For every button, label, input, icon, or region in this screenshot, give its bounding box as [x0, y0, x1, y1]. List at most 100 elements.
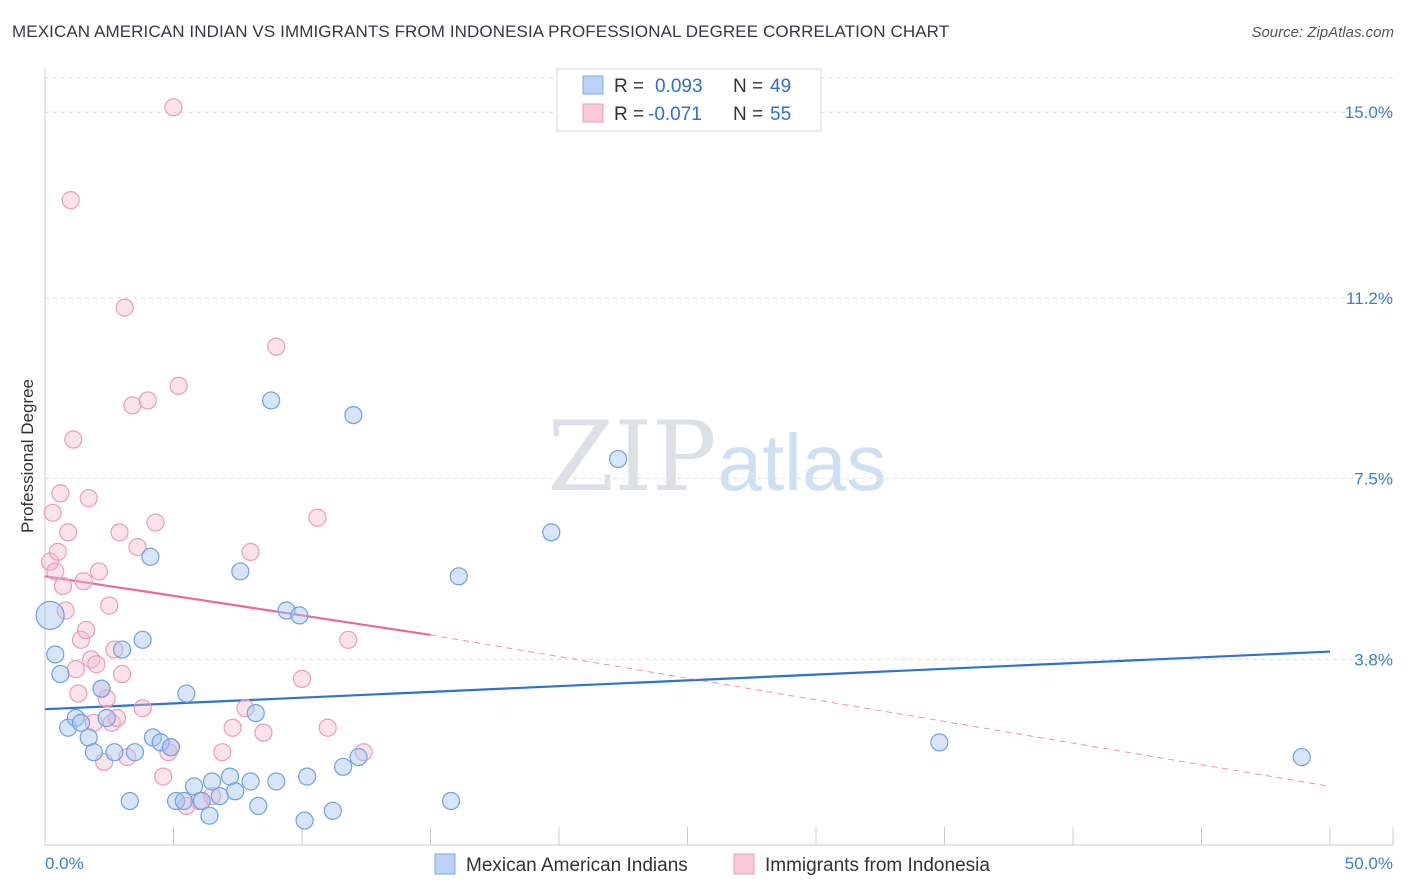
x-tick-labels: 0.0% 50.0% [45, 854, 1393, 873]
point-mexican-american-indians [262, 391, 281, 410]
y-axis-label: Professional Degree [18, 379, 37, 533]
point-mexican-american-indians [46, 645, 65, 664]
point-mexican-american-indians [267, 772, 286, 791]
point-immigrants-indonesia [123, 396, 142, 415]
trendline-pink [44, 575, 431, 637]
point-mexican-american-indians [166, 791, 186, 811]
point-immigrants-indonesia [89, 562, 109, 581]
point-immigrants-indonesia [339, 630, 358, 649]
point-immigrants-indonesia [292, 669, 312, 688]
trendline-blue [44, 650, 1331, 711]
legend-r-label-2: R = [614, 104, 644, 125]
point-immigrants-indonesia [267, 337, 286, 356]
point-mexican-american-indians [290, 606, 309, 625]
point-immigrants-indonesia [97, 689, 116, 708]
point-mexican-american-indians [184, 777, 204, 796]
point-mexican-american-indians [71, 713, 91, 732]
point-mexican-american-indians [449, 567, 468, 586]
point-mexican-american-indians [125, 743, 145, 762]
point-immigrants-indonesia [53, 576, 73, 596]
y-tick-label: 7.5% [1354, 470, 1393, 489]
bottom-legend-swatch-pink[interactable] [733, 853, 755, 875]
point-mexican-american-indians [349, 747, 368, 767]
point-mexican-american-indians [84, 743, 103, 762]
point-immigrants-indonesia [236, 699, 255, 718]
point-immigrants-indonesia [169, 376, 188, 395]
point-immigrants-indonesia [66, 660, 85, 679]
point-mexican-american-indians [192, 791, 211, 811]
point-immigrants-indonesia [223, 718, 242, 737]
point-immigrants-indonesia [202, 787, 222, 806]
point-immigrants-indonesia [133, 699, 152, 718]
point-immigrants-indonesia [110, 523, 129, 542]
watermark-zip: ZIP [547, 401, 716, 513]
legend-n-label-2: N = [733, 104, 763, 125]
point-mexican-american-indians [226, 782, 245, 801]
bottom-legend-label-pink[interactable]: Immigrants from Indonesia [765, 855, 990, 876]
data-points [35, 98, 1311, 830]
point-immigrants-indonesia [146, 513, 165, 532]
point-mexican-american-indians [120, 791, 139, 811]
point-mexican-american-indians [161, 738, 181, 757]
point-immigrants-indonesia [82, 650, 101, 669]
point-immigrants-indonesia [154, 767, 173, 786]
point-mexican-american-indians [66, 708, 85, 728]
trendlines [44, 575, 1331, 787]
point-mexican-american-indians [202, 772, 222, 791]
legend-n-value-1: 49 [770, 76, 791, 97]
point-immigrants-indonesia [105, 640, 124, 659]
point-immigrants-indonesia [74, 572, 93, 591]
point-mexican-american-indians [246, 703, 265, 723]
bottom-legend-swatch-blue[interactable] [434, 853, 456, 875]
point-mexican-american-indians [241, 772, 260, 791]
point-mexican-american-indians [174, 791, 193, 811]
y-tick-labels: 3.8% 7.5% 11.2% 15.0% [1345, 103, 1393, 669]
point-mexican-american-indians [200, 806, 219, 825]
point-mexican-american-indians [133, 630, 152, 649]
point-immigrants-indonesia [102, 713, 121, 732]
y-tick-label: 15.0% [1345, 103, 1393, 122]
y-tick-label: 3.8% [1354, 650, 1393, 669]
point-immigrants-indonesia [61, 191, 80, 210]
point-immigrants-indonesia [64, 430, 83, 449]
point-mexican-american-indians [210, 787, 229, 806]
legend-n-value-2: 55 [770, 104, 791, 125]
chart-title: MEXICAN AMERICAN INDIAN VS IMMIGRANTS FR… [12, 22, 950, 41]
point-immigrants-indonesia [51, 484, 70, 503]
bottom-legend-label-blue[interactable]: Mexican American Indians [466, 855, 688, 876]
point-immigrants-indonesia [138, 391, 157, 410]
point-mexican-american-indians [151, 733, 170, 752]
point-mexican-american-indians [177, 684, 196, 703]
point-immigrants-indonesia [69, 684, 88, 703]
point-immigrants-indonesia [41, 552, 60, 571]
legend-swatch-pink [582, 103, 604, 123]
x-tick-label-max: 50.0% [1345, 854, 1393, 873]
point-immigrants-indonesia [71, 630, 91, 649]
point-mexican-american-indians [141, 547, 160, 566]
y-tick-label: 11.2% [1346, 289, 1393, 308]
x-tick-label-min: 0.0% [45, 854, 84, 873]
point-mexican-american-indians [97, 708, 116, 728]
point-immigrants-indonesia [213, 743, 232, 762]
legend-r-value-2: -0.071 [648, 104, 702, 125]
legend-r-value-1: 0.093 [655, 76, 703, 97]
watermark-atlas: atlas [718, 418, 887, 507]
point-mexican-american-indians [295, 811, 314, 830]
axes [44, 68, 1394, 846]
point-immigrants-indonesia [112, 664, 132, 684]
point-immigrants-indonesia [77, 620, 96, 640]
point-immigrants-indonesia [107, 708, 127, 728]
point-mexican-american-indians [105, 743, 124, 762]
point-mexican-american-indians [344, 405, 363, 425]
series-legend: Mexican American Indians Immigrants from… [434, 853, 990, 876]
point-immigrants-indonesia [318, 718, 337, 737]
point-mexican-american-indians [92, 679, 111, 698]
point-mexican-american-indians [441, 791, 461, 811]
point-immigrants-indonesia [254, 723, 273, 742]
point-immigrants-indonesia [115, 298, 134, 317]
point-immigrants-indonesia [241, 542, 260, 561]
point-immigrants-indonesia [354, 743, 373, 762]
point-mexican-american-indians [298, 767, 317, 786]
point-mexican-american-indians [609, 449, 628, 469]
